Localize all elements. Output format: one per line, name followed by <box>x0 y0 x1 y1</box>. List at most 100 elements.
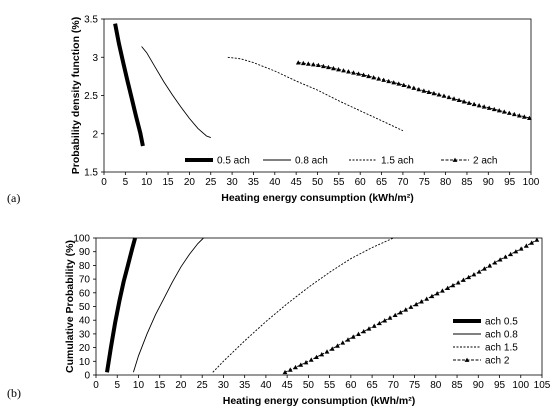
x-tick-label: 95 <box>504 177 516 188</box>
legend-label: ach 2 <box>485 356 510 367</box>
x-tick-label: 70 <box>388 380 400 391</box>
x-tick-label: 50 <box>303 380 315 391</box>
series-marker <box>456 97 462 103</box>
series-marker <box>466 274 472 280</box>
series-marker <box>455 280 461 285</box>
legend-label: ach 0.5 <box>485 317 518 328</box>
x-tick-label: 5 <box>123 177 129 188</box>
x-tick-label: 65 <box>376 177 388 188</box>
series-marker <box>440 288 445 293</box>
series-marker <box>346 69 351 74</box>
series-marker <box>326 64 331 70</box>
series-marker <box>321 63 326 69</box>
x-tick-label: 30 <box>218 380 230 391</box>
x-tick-label: 80 <box>430 380 442 391</box>
x-tick-label: 35 <box>248 177 260 188</box>
y-axis-title: Cumulative Probability (%) <box>64 240 76 373</box>
series-marker <box>361 72 366 77</box>
x-tick-label: 105 <box>534 380 550 391</box>
series-marker <box>461 277 466 282</box>
series-marker <box>387 315 393 320</box>
x-tick-label: 55 <box>324 380 336 391</box>
legend-label: ach 0.8 <box>485 330 518 341</box>
legend-label: 0.5 ach <box>217 156 250 167</box>
series-line-triangle <box>298 62 532 119</box>
series-marker <box>351 70 356 75</box>
series-marker <box>508 251 514 257</box>
series-marker <box>310 62 316 67</box>
series-marker <box>382 318 388 323</box>
x-tick-label: 95 <box>494 380 506 391</box>
series-marker <box>413 301 419 307</box>
series-marker <box>424 296 430 301</box>
x-tick-label: 45 <box>282 380 294 391</box>
series-marker <box>398 310 403 315</box>
y-tick-label: 100 <box>73 234 90 245</box>
series-marker <box>421 88 427 93</box>
x-tick-label: 40 <box>269 177 281 188</box>
series-marker <box>391 80 397 85</box>
series-marker <box>523 243 529 248</box>
x-tick-label: 15 <box>154 380 166 391</box>
series-marker <box>496 108 502 113</box>
series-marker <box>341 68 346 73</box>
series-marker <box>371 323 377 328</box>
legend-label: 1.5 ach <box>381 156 414 167</box>
x-tick-label: 15 <box>162 177 174 188</box>
series-marker <box>436 92 442 97</box>
series-marker <box>319 352 325 357</box>
x-tick-label: 80 <box>440 177 452 188</box>
x-axis-title: Heating energy consumption (kWh/m²) <box>223 395 416 407</box>
plot-frame <box>103 18 532 173</box>
x-tick-label: 40 <box>260 380 272 391</box>
x-tick-label: 85 <box>451 380 463 391</box>
series-marker <box>451 96 457 101</box>
series-line-thin <box>132 237 204 373</box>
series-marker <box>345 337 351 342</box>
legend-label: 0.8 ach <box>295 156 328 167</box>
y-tick-label: 3 <box>92 53 98 64</box>
series-marker <box>331 65 336 71</box>
y-tick-label: 40 <box>79 316 91 327</box>
series-marker <box>506 110 512 115</box>
x-axis-title: Heating energy consumption (kWh/m²) <box>221 192 414 204</box>
series-marker <box>476 103 482 108</box>
series-marker <box>381 77 387 82</box>
series-marker <box>406 84 412 89</box>
series-line-thick <box>113 23 145 147</box>
x-tick-label: 35 <box>239 380 251 391</box>
legend-label: 2 ach <box>473 156 497 167</box>
x-tick-label: 5 <box>114 380 120 391</box>
series-marker <box>356 71 361 76</box>
series-marker <box>482 266 487 271</box>
series-marker <box>298 362 304 367</box>
x-tick-label: 90 <box>473 380 485 391</box>
panel-label: (b) <box>7 386 21 400</box>
series-marker <box>516 113 522 118</box>
y-tick-label: 30 <box>79 329 91 340</box>
series-marker <box>411 85 417 90</box>
series-marker <box>481 104 487 109</box>
x-tick-label: 0 <box>93 380 99 391</box>
legend-marker <box>464 357 470 362</box>
x-tick-label: 50 <box>312 177 324 188</box>
series-marker <box>461 99 467 104</box>
series-marker <box>534 237 540 242</box>
series-marker <box>471 272 477 277</box>
series-marker <box>497 257 503 262</box>
series-marker <box>329 346 335 351</box>
series-marker <box>366 326 372 331</box>
legend-label: ach 1.5 <box>485 343 518 354</box>
series-marker <box>502 254 508 259</box>
series-marker <box>403 307 409 312</box>
y-tick-label: 60 <box>79 288 91 299</box>
series-marker <box>476 269 482 274</box>
x-tick-label: 20 <box>175 380 187 391</box>
x-tick-label: 60 <box>355 177 367 188</box>
series-marker <box>471 101 477 107</box>
x-tick-label: 25 <box>197 380 209 391</box>
series-marker <box>371 75 377 80</box>
series-marker <box>492 260 498 265</box>
series-marker <box>308 357 314 362</box>
